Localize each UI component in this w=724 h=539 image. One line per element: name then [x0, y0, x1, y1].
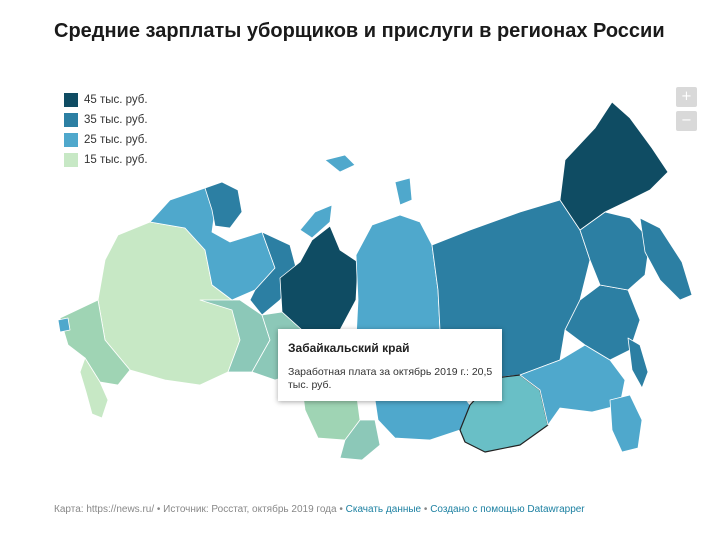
download-data-link[interactable]: Скачать данные: [345, 504, 422, 515]
chart-title: Средние зарплаты уборщиков и прислуги в …: [54, 20, 665, 42]
legend-label-35: 35 тыс. руб.: [84, 114, 148, 126]
datawrapper-link[interactable]: Создано с помощью Datawrapper: [430, 504, 585, 515]
region-primorye[interactable]: [609, 394, 643, 453]
region-south-russia[interactable]: [59, 299, 131, 386]
region-tooltip: Забайкальский край Заработная плата за о…: [278, 329, 502, 401]
region-karelia-murmansk[interactable]: [204, 181, 243, 229]
footer-separator: •: [423, 504, 428, 515]
region-kamchatka[interactable]: [639, 217, 693, 301]
tooltip-region-name: Забайкальский край: [288, 341, 410, 355]
region-kaliningrad[interactable]: [57, 317, 71, 333]
legend-item-45: 45 тыс. руб.: [64, 90, 148, 110]
legend-label-45: 45 тыс. руб.: [84, 94, 148, 106]
legend-swatch-15: [64, 153, 78, 167]
region-magadan[interactable]: [579, 211, 651, 291]
footer: Карта: https://news.ru/ • Источник: Росс…: [54, 504, 585, 515]
region-franz-josef[interactable]: [324, 154, 356, 173]
region-novaya-zemlya[interactable]: [299, 204, 333, 239]
region-altai[interactable]: [339, 419, 381, 461]
legend: 45 тыс. руб. 35 тыс. руб. 25 тыс. руб. 1…: [64, 90, 148, 170]
legend-swatch-25: [64, 133, 78, 147]
footer-source: Карта: https://news.ru/ • Источник: Росс…: [54, 504, 343, 515]
zoom-in-button[interactable]: +: [676, 87, 697, 107]
legend-item-35: 35 тыс. руб.: [64, 110, 148, 130]
region-severnaya-zemlya[interactable]: [394, 177, 413, 206]
region-chukotka[interactable]: [559, 101, 669, 231]
legend-swatch-45: [64, 93, 78, 107]
region-caucasus[interactable]: [79, 357, 109, 419]
legend-swatch-35: [64, 113, 78, 127]
region-sakhalin[interactable]: [627, 337, 649, 389]
legend-label-15: 15 тыс. руб.: [84, 154, 148, 166]
legend-item-15: 15 тыс. руб.: [64, 150, 148, 170]
zoom-out-button[interactable]: −: [676, 111, 697, 131]
region-yamal[interactable]: [279, 225, 359, 331]
legend-label-25: 25 тыс. руб.: [84, 134, 148, 146]
legend-item-25: 25 тыс. руб.: [64, 130, 148, 150]
tooltip-salary-text: Заработная плата за октябрь 2019 г.: 20,…: [288, 366, 493, 391]
